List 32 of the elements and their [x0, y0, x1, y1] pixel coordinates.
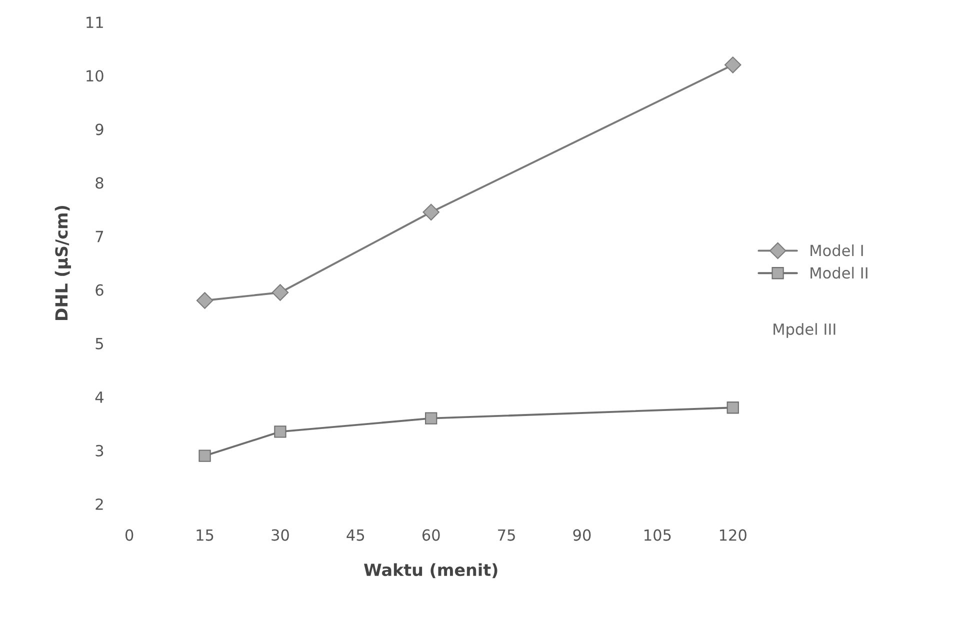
y-tick-label: 10	[86, 70, 104, 82]
x-tick-label: 90	[573, 529, 591, 541]
y-tick-label: 9	[96, 124, 104, 136]
x-tick-label: 105	[644, 529, 671, 541]
y-tick-label: 8	[96, 177, 104, 189]
x-tick-label: 15	[196, 529, 214, 541]
y-tick-label: 11	[86, 16, 103, 28]
x-tick-label: 75	[498, 529, 515, 541]
point	[196, 292, 214, 309]
point	[422, 204, 440, 221]
legend-label: Model I	[810, 244, 863, 256]
x-tick-label: 0	[125, 529, 134, 541]
x-tick-label: 30	[272, 529, 289, 541]
point	[198, 450, 211, 462]
y-tick-label: 6	[96, 284, 104, 296]
point	[272, 284, 289, 301]
y-tick-label: 5	[96, 338, 103, 350]
legend-label: Model II	[810, 266, 868, 279]
y-tick-label: 7	[96, 230, 104, 242]
y-axis-title: DHL (µS/cm)	[54, 206, 71, 320]
x-tick-label: 45	[346, 529, 364, 541]
point	[274, 426, 286, 438]
x-tick-label: 120	[720, 529, 746, 541]
point	[724, 56, 742, 74]
y-tick-label: 4	[95, 392, 104, 403]
x-tick-label: 60	[422, 529, 440, 541]
y-tick-label: 3	[96, 444, 104, 456]
x-axis-title: Waktu (menit)	[364, 563, 498, 578]
text: Mpdel III	[774, 323, 836, 338]
point	[425, 412, 438, 424]
y-tick-label: 2	[96, 498, 103, 510]
point	[726, 402, 739, 414]
